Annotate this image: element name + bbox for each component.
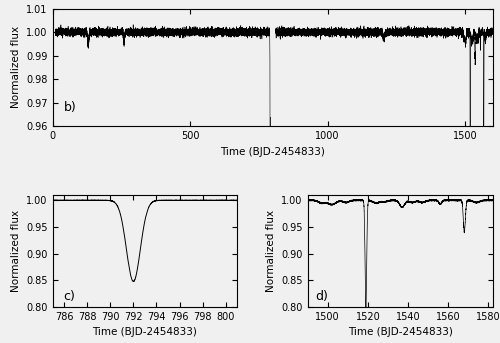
Y-axis label: Normalized flux: Normalized flux (266, 210, 276, 292)
Text: d): d) (315, 289, 328, 303)
Text: c): c) (64, 289, 76, 303)
X-axis label: Time (BJD-2454833): Time (BJD-2454833) (92, 328, 198, 338)
X-axis label: Time (BJD-2454833): Time (BJD-2454833) (348, 328, 453, 338)
Text: b): b) (64, 102, 76, 114)
X-axis label: Time (BJD-2454833): Time (BJD-2454833) (220, 146, 325, 156)
Y-axis label: Normalized flux: Normalized flux (10, 210, 20, 292)
Y-axis label: Normalized flux: Normalized flux (10, 26, 20, 108)
